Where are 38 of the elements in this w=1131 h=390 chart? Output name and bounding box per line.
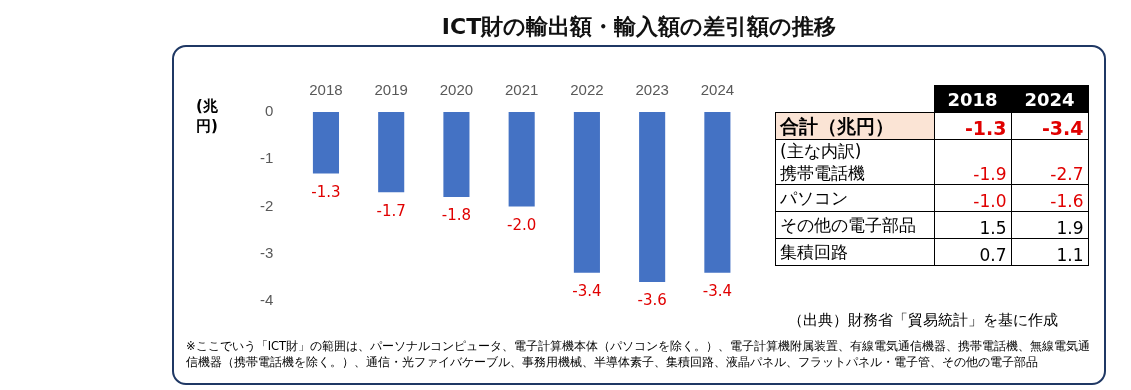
text: 1.5	[979, 218, 1007, 238]
category-label: パソコン	[780, 188, 848, 208]
data-label: -3.4	[702, 282, 733, 301]
text: -1.3	[964, 117, 1007, 139]
x-tick-label: 2021	[504, 81, 539, 99]
text: -1.0	[973, 191, 1007, 211]
text: （出典）財務省「貿易統計」を基に作成	[788, 311, 1058, 330]
x-tick-label: 2018	[309, 81, 343, 99]
data-label: -2.0	[507, 215, 537, 234]
data-label: -3.4	[572, 282, 602, 301]
category-label: 合計（兆円）	[780, 115, 894, 137]
text: 0.7	[979, 245, 1007, 265]
data-label: -1.3	[311, 182, 341, 201]
text: -1.9	[973, 164, 1007, 184]
text: -3.4	[1041, 117, 1084, 139]
text: ※ここでいう「ICT財」の範囲は、パーソナルコンピュータ、電子計算機本体（パソコンを除く。）、電子計算機附属装置、有線電気通信機器、携帯電話機、無線電気通信機器（携帯電話機を除く。）、通信・光ファイバケーブル、事務用機械、半導体素子、集積回路、液晶パネル、フラットパネル・電子管、その他の電子部品	[186, 338, 1092, 370]
text: 1.1	[1056, 245, 1084, 265]
category-label: その他の電子部品	[780, 215, 916, 235]
chart-title: ICT財の輸出額・輸入額の差引額の推移	[440, 13, 838, 41]
y-tick-label: -1	[259, 149, 274, 167]
y-tick-label: 0	[264, 102, 274, 120]
x-tick-label: 2019	[374, 81, 408, 99]
category-label: (主な内訳) 携帯電話機	[780, 141, 865, 183]
y-tick-label: -4	[259, 291, 274, 309]
x-tick-label: 2022	[570, 81, 604, 99]
data-label: -1.8	[441, 206, 472, 225]
text: -1.6	[1050, 191, 1084, 211]
x-tick-label: 2020	[439, 81, 474, 99]
x-tick-label: 2023	[635, 81, 669, 99]
y-tick-label: -2	[259, 196, 274, 214]
y-axis-title: (兆円)	[196, 96, 219, 136]
category-label: 集積回路	[780, 242, 848, 262]
text: -2.7	[1050, 164, 1084, 184]
text: 1.9	[1056, 218, 1084, 238]
data-label: -3.6	[637, 291, 667, 310]
x-tick-label: 2024	[700, 81, 735, 99]
y-tick-label: -3	[259, 243, 274, 261]
data-label: -1.7	[376, 201, 406, 220]
